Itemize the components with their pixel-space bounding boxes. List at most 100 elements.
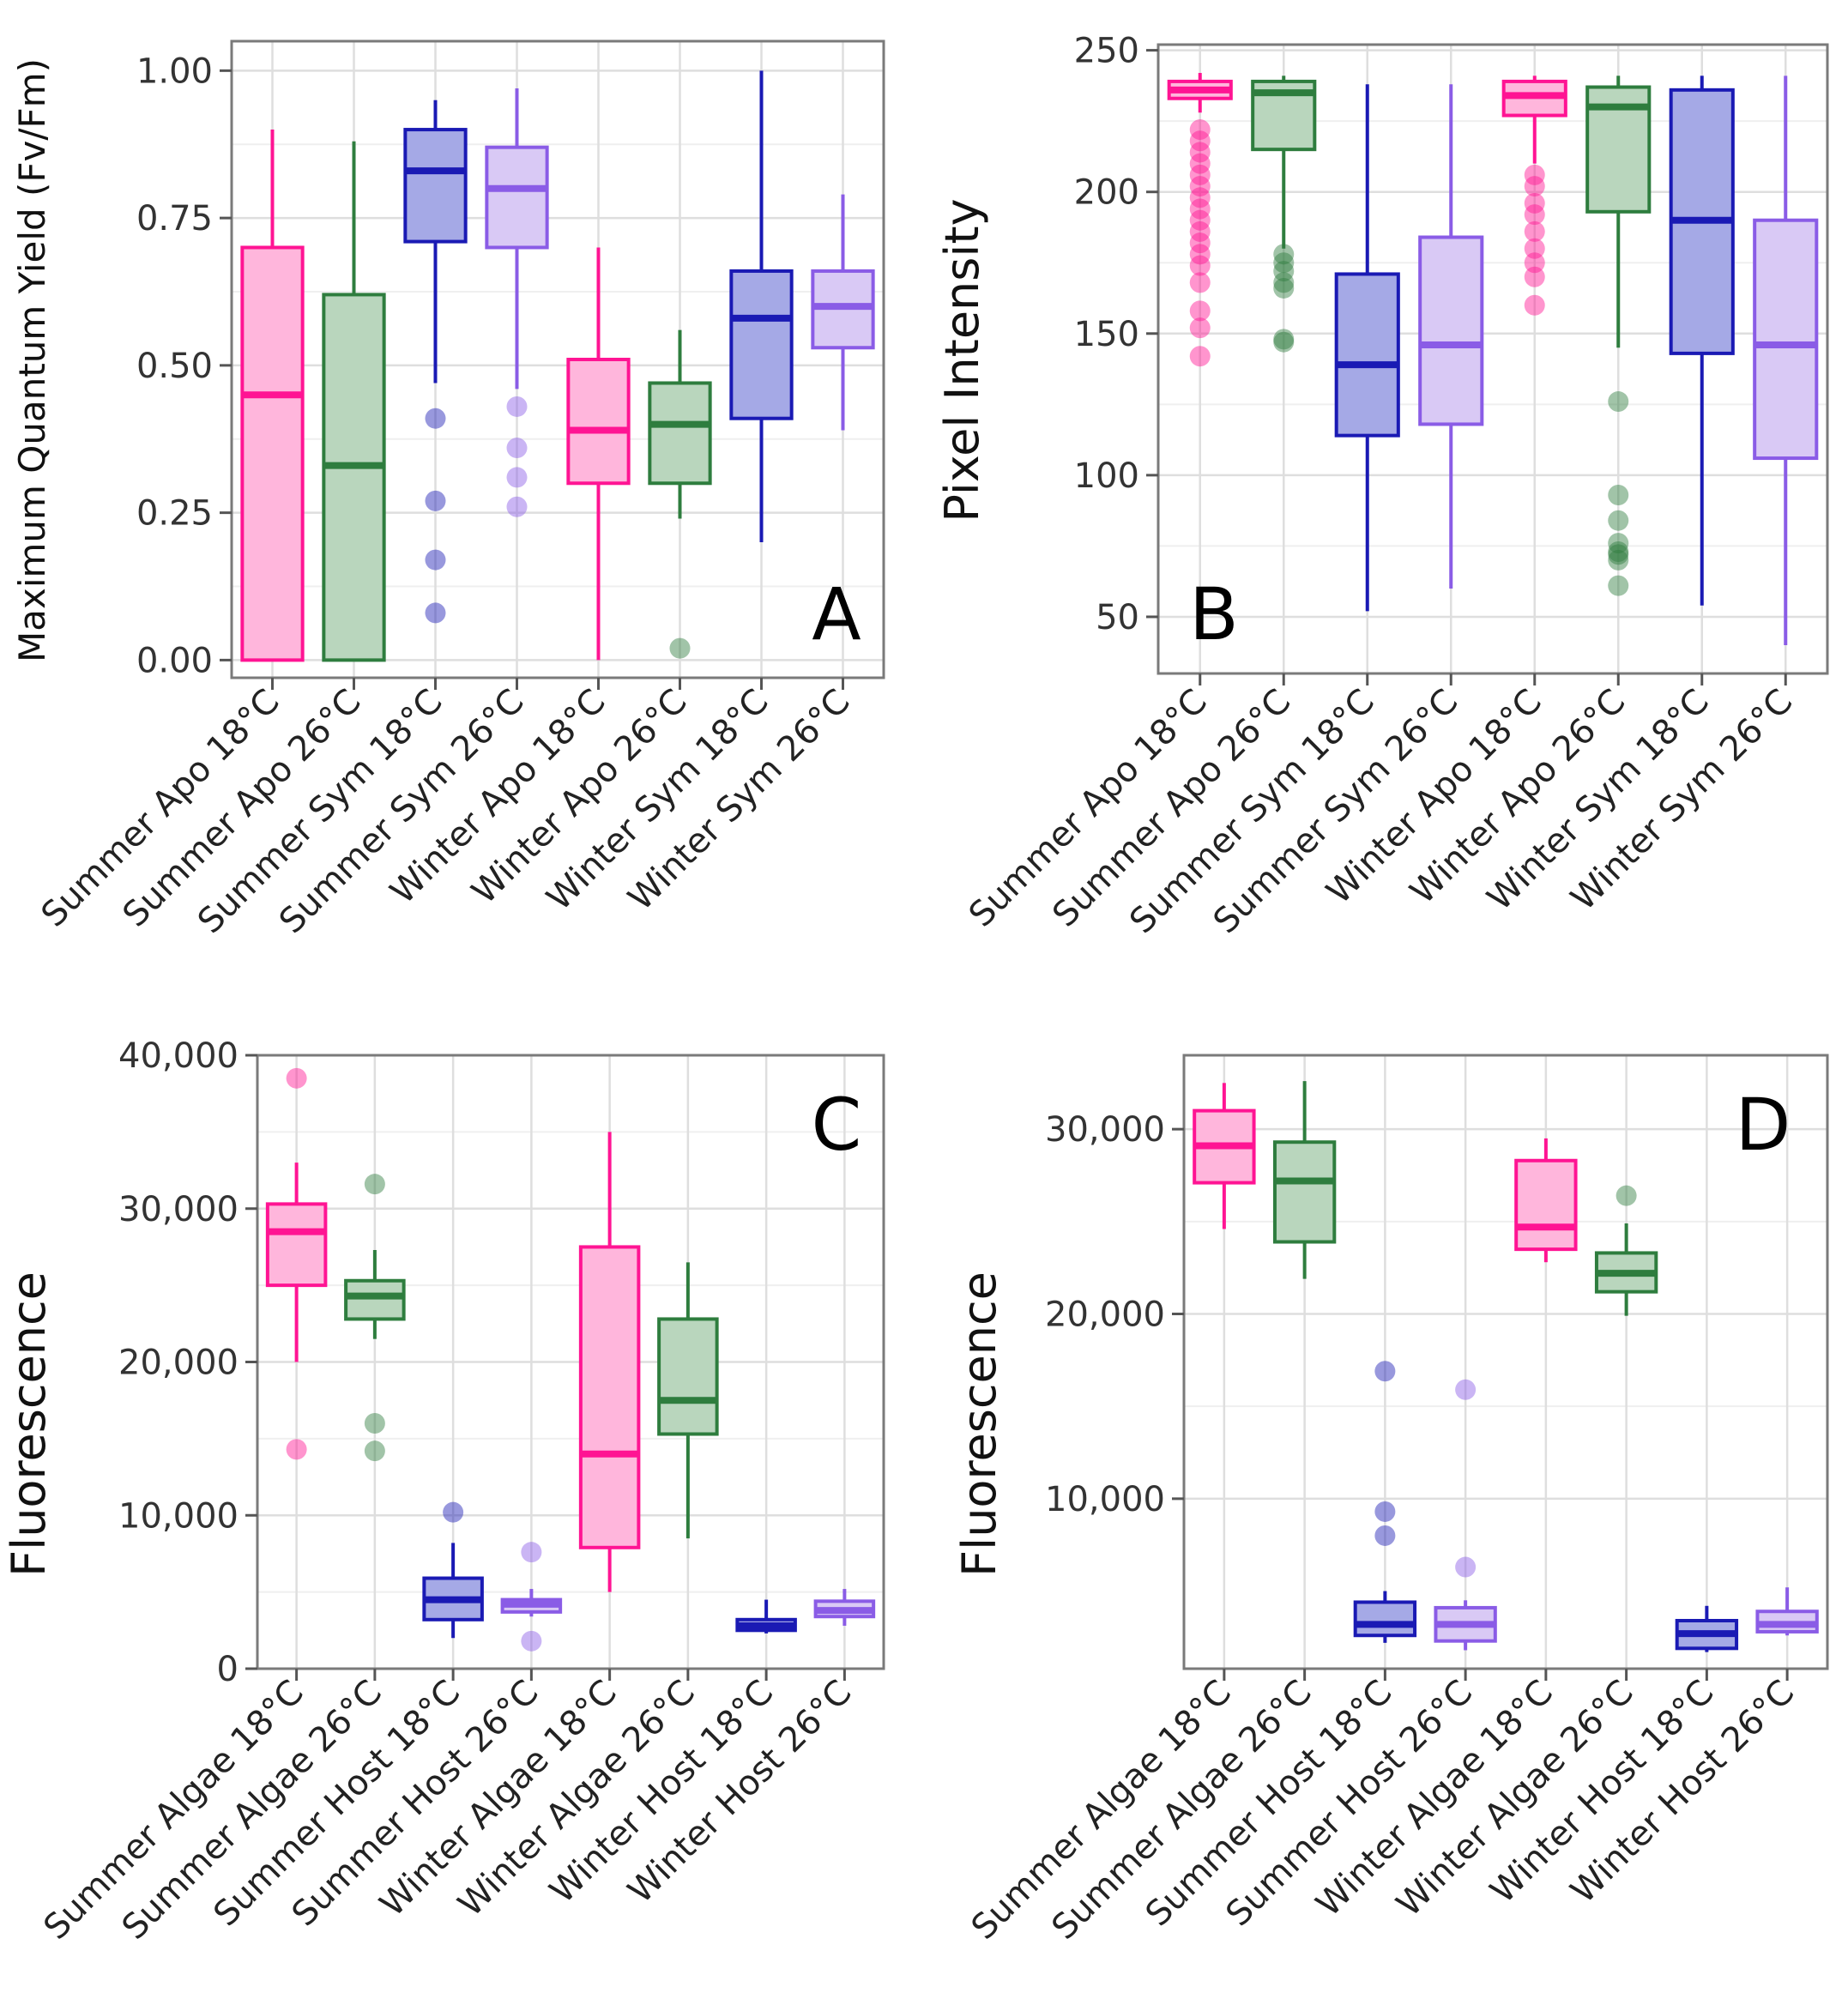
box-5 <box>566 247 631 661</box>
box-8 <box>811 194 875 431</box>
panel-border <box>1182 1054 1829 1670</box>
y-tick-label: 10,000 <box>1045 1480 1165 1519</box>
outlier-point <box>1189 130 1211 152</box>
box-6 <box>1585 75 1652 596</box>
iqr-box <box>729 269 794 420</box>
outlier-point <box>506 396 528 417</box>
box-2 <box>1272 1081 1337 1279</box>
outlier-point <box>521 1630 542 1652</box>
outlier-point <box>1524 220 1545 242</box>
y-tick-label: 100 <box>1074 456 1139 496</box>
outlier-point <box>364 1440 385 1462</box>
outlier-point <box>1273 331 1295 353</box>
y-tick-label: 200 <box>1074 173 1139 213</box>
outlier-point <box>1273 252 1295 274</box>
outlier-point <box>364 1413 385 1434</box>
outlier-point <box>1189 164 1211 185</box>
outlier-point <box>425 490 446 511</box>
outlier-point <box>506 496 528 517</box>
box-6 <box>648 329 712 659</box>
box-2 <box>344 1174 406 1462</box>
y-tick-label: 0.25 <box>136 494 213 534</box>
box-5 <box>1514 1138 1578 1263</box>
outlier-point <box>1608 544 1629 565</box>
box-2 <box>322 141 386 662</box>
iqr-box <box>1418 235 1484 426</box>
outlier-point <box>1189 119 1211 141</box>
outlier-point <box>1524 266 1545 287</box>
panel-letter: C <box>812 1083 862 1167</box>
box-4 <box>485 88 549 517</box>
box-8 <box>1755 1587 1819 1636</box>
box-7 <box>735 1599 797 1634</box>
panel-letter: B <box>1189 572 1239 656</box>
outlier-point <box>1189 272 1211 293</box>
box-3 <box>422 1501 484 1639</box>
box-4 <box>500 1542 563 1652</box>
box-8 <box>1753 75 1819 645</box>
iqr-box <box>1334 272 1400 438</box>
outlier-point <box>1189 220 1211 242</box>
box-1 <box>1193 1083 1256 1229</box>
iqr-box <box>1514 1158 1578 1252</box>
box-4 <box>1418 84 1484 589</box>
outlier-point <box>669 637 691 659</box>
y-axis-title: Maximum Quantum Yield (Fv/Fm) <box>11 58 53 662</box>
outlier-point <box>1273 329 1295 350</box>
box-8 <box>813 1589 876 1626</box>
iqr-box <box>403 128 468 244</box>
outlier-point <box>1524 164 1545 185</box>
iqr-box <box>1753 218 1819 461</box>
iqr-box <box>265 1202 328 1288</box>
outlier-point <box>1189 346 1211 367</box>
outlier-point <box>1608 391 1629 413</box>
box-5 <box>578 1132 641 1592</box>
outlier-point <box>1189 153 1211 174</box>
y-tick-label: 30,000 <box>118 1190 239 1229</box>
outlier-point <box>1374 1525 1396 1546</box>
panel-border <box>1157 43 1829 675</box>
y-tick-label: 50 <box>1096 598 1139 637</box>
y-tick-label: 0.75 <box>136 199 213 239</box>
outlier-point <box>1374 1361 1396 1382</box>
outlier-point <box>1524 176 1545 197</box>
outlier-point <box>506 467 528 488</box>
outlier-point <box>1608 549 1629 571</box>
y-tick-label: 30,000 <box>1045 1110 1165 1150</box>
y-tick-label: 20,000 <box>118 1344 239 1383</box>
iqr-box <box>344 1278 406 1321</box>
outlier-point <box>1608 575 1629 596</box>
panel-border <box>230 39 885 679</box>
panel-letter: D <box>1736 1083 1791 1167</box>
y-axis-title: Pixel Intensity <box>935 198 989 522</box>
y-tick-label: 40,000 <box>118 1036 239 1076</box>
iqr-box <box>648 381 712 486</box>
outlier-point <box>1189 198 1211 220</box>
outlier-point <box>1615 1185 1637 1206</box>
outlier-point <box>1455 1556 1477 1578</box>
outlier-point <box>1524 252 1545 274</box>
iqr-box <box>1272 1140 1337 1244</box>
outlier-point <box>1524 238 1545 259</box>
outlier-point <box>1608 484 1629 505</box>
box-3 <box>1353 1361 1417 1643</box>
outlier-point <box>1189 317 1211 339</box>
outlier-point <box>1273 261 1295 282</box>
y-tick-label: 150 <box>1074 315 1139 354</box>
box-1 <box>240 130 305 662</box>
iqr-box <box>1353 1600 1417 1638</box>
outlier-point <box>1455 1379 1477 1400</box>
y-tick-label: 0 <box>217 1650 239 1689</box>
outlier-point <box>521 1542 542 1563</box>
box-3 <box>403 100 468 624</box>
iqr-box <box>485 145 549 250</box>
outlier-point <box>364 1174 385 1195</box>
outlier-point <box>1374 1501 1396 1522</box>
y-tick-label: 10,000 <box>118 1496 239 1536</box>
y-axis-title: Fluorescence <box>2 1271 56 1577</box>
y-tick-label: 1.00 <box>136 51 213 91</box>
